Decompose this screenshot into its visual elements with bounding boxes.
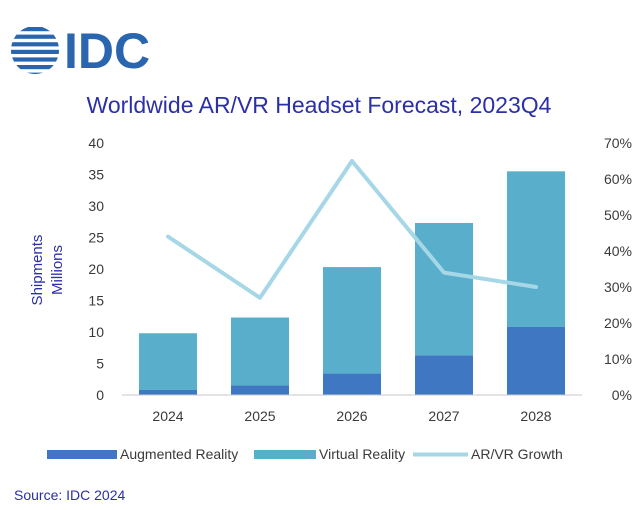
left-axis-tick-label: 20 xyxy=(88,261,104,277)
left-axis-tick-label: 0 xyxy=(96,387,104,403)
right-axis-tick-label: 30% xyxy=(604,279,632,295)
left-axis-tick-label: 5 xyxy=(96,356,104,372)
growth-point-2028 xyxy=(534,285,538,289)
growth-point-2025 xyxy=(258,296,262,300)
x-axis-tick-label: 2027 xyxy=(428,408,459,424)
globe-icon xyxy=(11,27,59,74)
bar-virtual-reality-2028 xyxy=(507,171,565,327)
left-axis-tick-label: 15 xyxy=(88,293,104,309)
bar-virtual-reality-2027 xyxy=(415,223,473,356)
right-axis-tick-label: 0% xyxy=(612,387,632,403)
x-axis-tick-label: 2026 xyxy=(336,408,367,424)
bar-augmented-reality-2028 xyxy=(507,326,565,395)
x-axis-tick-label: 2024 xyxy=(152,408,183,424)
right-axis-tick-label: 50% xyxy=(604,207,632,223)
growth-line-series xyxy=(166,159,538,300)
y-axis-label-line-2: Millions xyxy=(49,245,66,295)
bar-virtual-reality-2024 xyxy=(139,333,197,390)
legend-item-virtual-reality: Virtual Reality xyxy=(254,446,405,462)
left-axis-tick-label: 30 xyxy=(88,198,104,214)
right-axis-tick-label: 40% xyxy=(604,243,632,259)
x-axis-ticks: 2024 2025 2026 2027 2028 xyxy=(152,408,551,424)
bar-augmented-reality-2026 xyxy=(323,373,381,395)
right-axis-tick-label: 60% xyxy=(604,171,632,187)
right-axis-tick-label: 10% xyxy=(604,351,632,367)
y-axis-label-line-1: Shipments xyxy=(29,235,46,306)
idc-logo: IDC xyxy=(11,23,150,79)
bar-virtual-reality-2026 xyxy=(323,267,381,374)
x-axis-tick-label: 2028 xyxy=(520,408,551,424)
bars xyxy=(139,171,565,395)
bar-virtual-reality-2025 xyxy=(231,317,289,386)
right-axis-tick-label: 20% xyxy=(604,315,632,331)
right-axis-ticks: 0% 10% 20% 30% 40% 50% 60% 70% xyxy=(604,135,632,403)
legend-label-augmented-reality: Augmented Reality xyxy=(120,446,238,462)
legend-swatch-virtual-reality xyxy=(254,450,316,459)
left-axis-ticks: 0 5 10 15 20 25 30 35 40 xyxy=(88,135,104,403)
legend-item-augmented-reality: Augmented Reality xyxy=(47,446,238,462)
right-axis-tick-label: 70% xyxy=(604,135,632,151)
source-note: Source: IDC 2024 xyxy=(14,487,125,503)
y-axis-label: Shipments Millions xyxy=(29,235,66,306)
legend-label-virtual-reality: Virtual Reality xyxy=(319,446,405,462)
legend-label-ar-vr-growth: AR/VR Growth xyxy=(471,446,563,462)
growth-point-2026 xyxy=(350,159,354,163)
x-axis-tick-label: 2025 xyxy=(244,408,275,424)
left-axis-tick-label: 25 xyxy=(88,230,104,246)
bar-augmented-reality-2027 xyxy=(415,355,473,395)
left-axis-tick-label: 10 xyxy=(88,324,104,340)
growth-point-2027 xyxy=(442,271,446,275)
legend-item-ar-vr-growth: AR/VR Growth xyxy=(413,446,563,462)
logo-text: IDC xyxy=(64,23,150,79)
growth-point-2024 xyxy=(166,235,170,239)
chart-title: Worldwide AR/VR Headset Forecast, 2023Q4 xyxy=(87,92,552,118)
bar-augmented-reality-2025 xyxy=(231,385,289,395)
left-axis-tick-label: 35 xyxy=(88,167,104,183)
left-axis-tick-label: 40 xyxy=(88,135,104,151)
bar-augmented-reality-2024 xyxy=(139,389,197,395)
legend-swatch-augmented-reality xyxy=(47,450,117,459)
legend: Augmented Reality Virtual Reality AR/VR … xyxy=(47,446,563,462)
